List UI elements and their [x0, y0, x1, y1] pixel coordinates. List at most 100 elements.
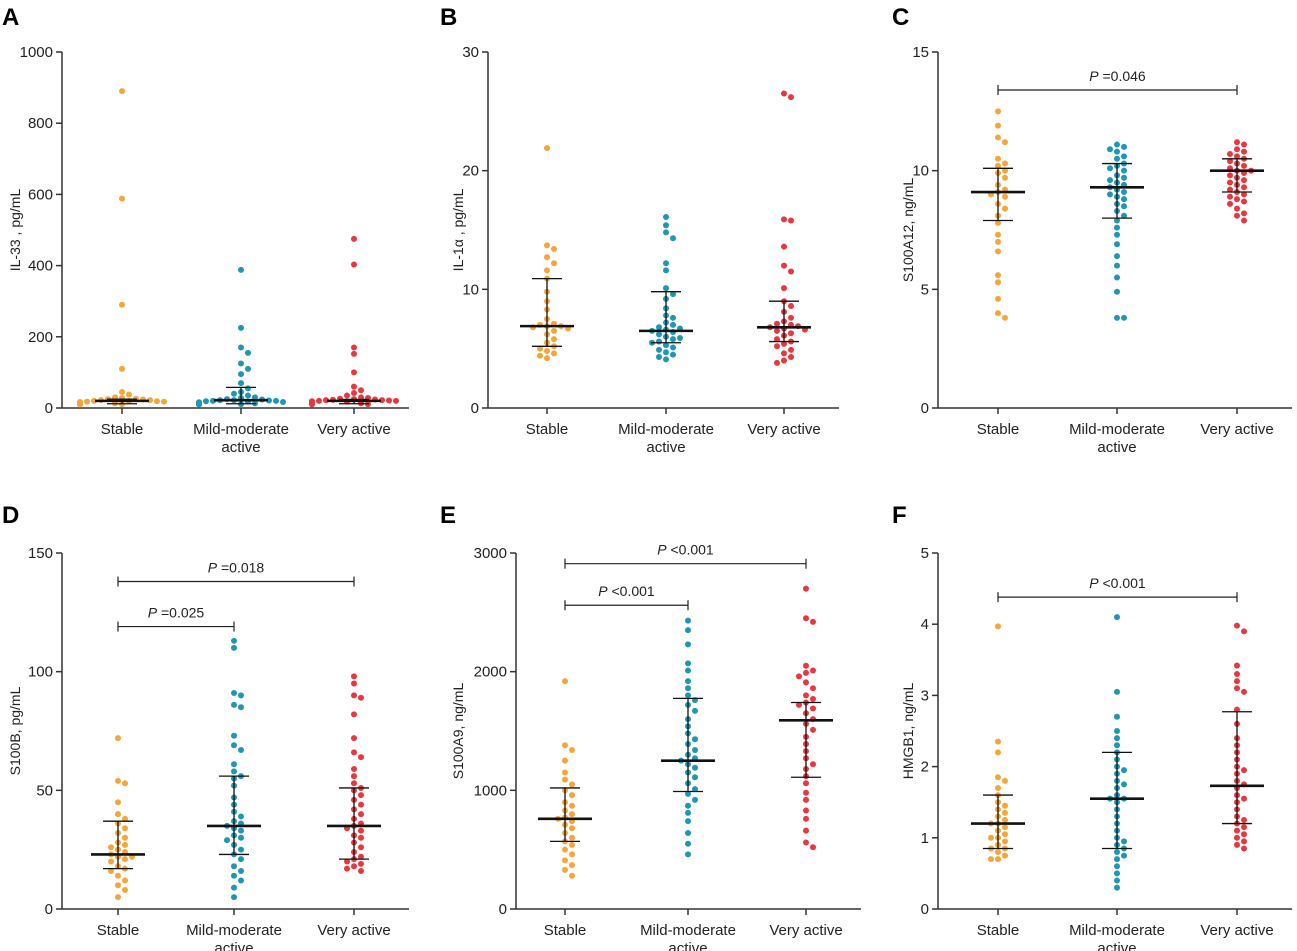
x-category-label: Mild-moderate	[1069, 922, 1165, 939]
data-point	[231, 644, 237, 651]
data-point	[685, 840, 691, 847]
data-point	[108, 858, 114, 865]
y-tick-label: 0	[45, 901, 53, 918]
data-point	[358, 844, 364, 851]
data-point	[569, 872, 575, 879]
data-point	[1241, 162, 1247, 169]
data-point	[238, 324, 244, 331]
data-point	[238, 704, 244, 711]
data-point	[161, 398, 167, 405]
data-point	[544, 254, 550, 261]
data-point	[1234, 196, 1240, 203]
data-point	[670, 344, 676, 351]
data-point	[1121, 852, 1127, 859]
p-value-label: P <0.001	[598, 583, 655, 599]
p-value: =0.018	[217, 559, 264, 575]
x-category-label: Very active	[317, 421, 390, 438]
data-point	[670, 336, 676, 343]
data-point	[537, 352, 543, 359]
data-point	[1114, 735, 1120, 742]
data-point	[1114, 728, 1120, 734]
y-tick-label: 1000	[20, 44, 53, 61]
y-tick-label: 2	[921, 759, 929, 776]
data-point	[685, 667, 691, 674]
data-point	[569, 802, 575, 809]
data-point	[351, 369, 357, 376]
data-point	[781, 90, 787, 97]
data-point	[781, 285, 787, 292]
p-value-label: P =0.046	[1089, 68, 1146, 84]
y-tick-label: 100	[28, 664, 53, 681]
data-point	[238, 846, 244, 853]
data-point	[1241, 688, 1247, 695]
x-category-label: Stable	[101, 421, 144, 438]
data-point	[685, 678, 691, 685]
panel-letter: F	[892, 502, 907, 529]
data-point	[1241, 191, 1247, 198]
data-point	[351, 390, 357, 397]
data-point	[670, 351, 676, 358]
data-point	[1114, 614, 1120, 621]
data-point	[692, 774, 698, 781]
p-symbol: P	[1089, 68, 1099, 84]
data-point	[663, 267, 669, 274]
data-point	[1002, 824, 1008, 831]
x-category-label: Mild-moderate	[618, 421, 714, 438]
data-point	[1241, 831, 1247, 838]
y-axis-label: S100A12, ng/mL	[900, 178, 916, 283]
data-point	[115, 799, 121, 806]
data-point	[774, 359, 780, 366]
y-tick-label: 3	[921, 687, 929, 704]
data-point	[1227, 151, 1233, 158]
data-point	[781, 216, 787, 223]
y-axis-label: IL-33 , pg/mL	[7, 189, 23, 272]
data-point	[995, 295, 1001, 302]
data-point	[122, 877, 128, 884]
data-point	[231, 863, 237, 870]
y-tick-label: 1	[921, 830, 929, 847]
data-point	[238, 827, 244, 834]
data-point	[115, 735, 121, 742]
data-point	[1121, 212, 1127, 219]
data-point	[1241, 838, 1247, 845]
p-symbol: P	[208, 559, 218, 575]
y-tick-label: 200	[28, 329, 53, 346]
data-point	[1121, 143, 1127, 150]
data-point	[344, 392, 350, 399]
data-point	[788, 268, 794, 275]
data-point	[351, 383, 357, 390]
data-point	[562, 769, 568, 776]
data-point	[995, 155, 1001, 162]
data-point	[115, 777, 121, 784]
data-point	[1241, 177, 1247, 184]
data-point	[351, 711, 357, 718]
data-point	[358, 868, 364, 875]
x-category-label: active	[214, 940, 253, 951]
data-point	[231, 732, 237, 739]
data-point	[774, 343, 780, 350]
data-point	[1114, 148, 1120, 155]
data-point	[692, 796, 698, 803]
data-point	[1114, 274, 1120, 281]
data-point	[1002, 139, 1008, 146]
p-value: =0.025	[157, 605, 204, 621]
data-point	[692, 736, 698, 743]
data-point	[231, 768, 237, 775]
data-point	[562, 757, 568, 764]
data-point	[1121, 838, 1127, 845]
data-point	[788, 302, 794, 309]
data-point	[685, 851, 691, 858]
data-point	[774, 327, 780, 334]
data-point	[781, 340, 787, 347]
data-point	[122, 825, 128, 832]
data-point	[663, 349, 669, 356]
data-point	[803, 679, 809, 686]
data-point	[351, 350, 357, 357]
data-point	[1234, 139, 1240, 146]
y-axis-label: S100A9, ng/mL	[450, 683, 466, 780]
data-point	[358, 827, 364, 834]
data-point	[245, 365, 251, 372]
data-point	[273, 397, 279, 404]
